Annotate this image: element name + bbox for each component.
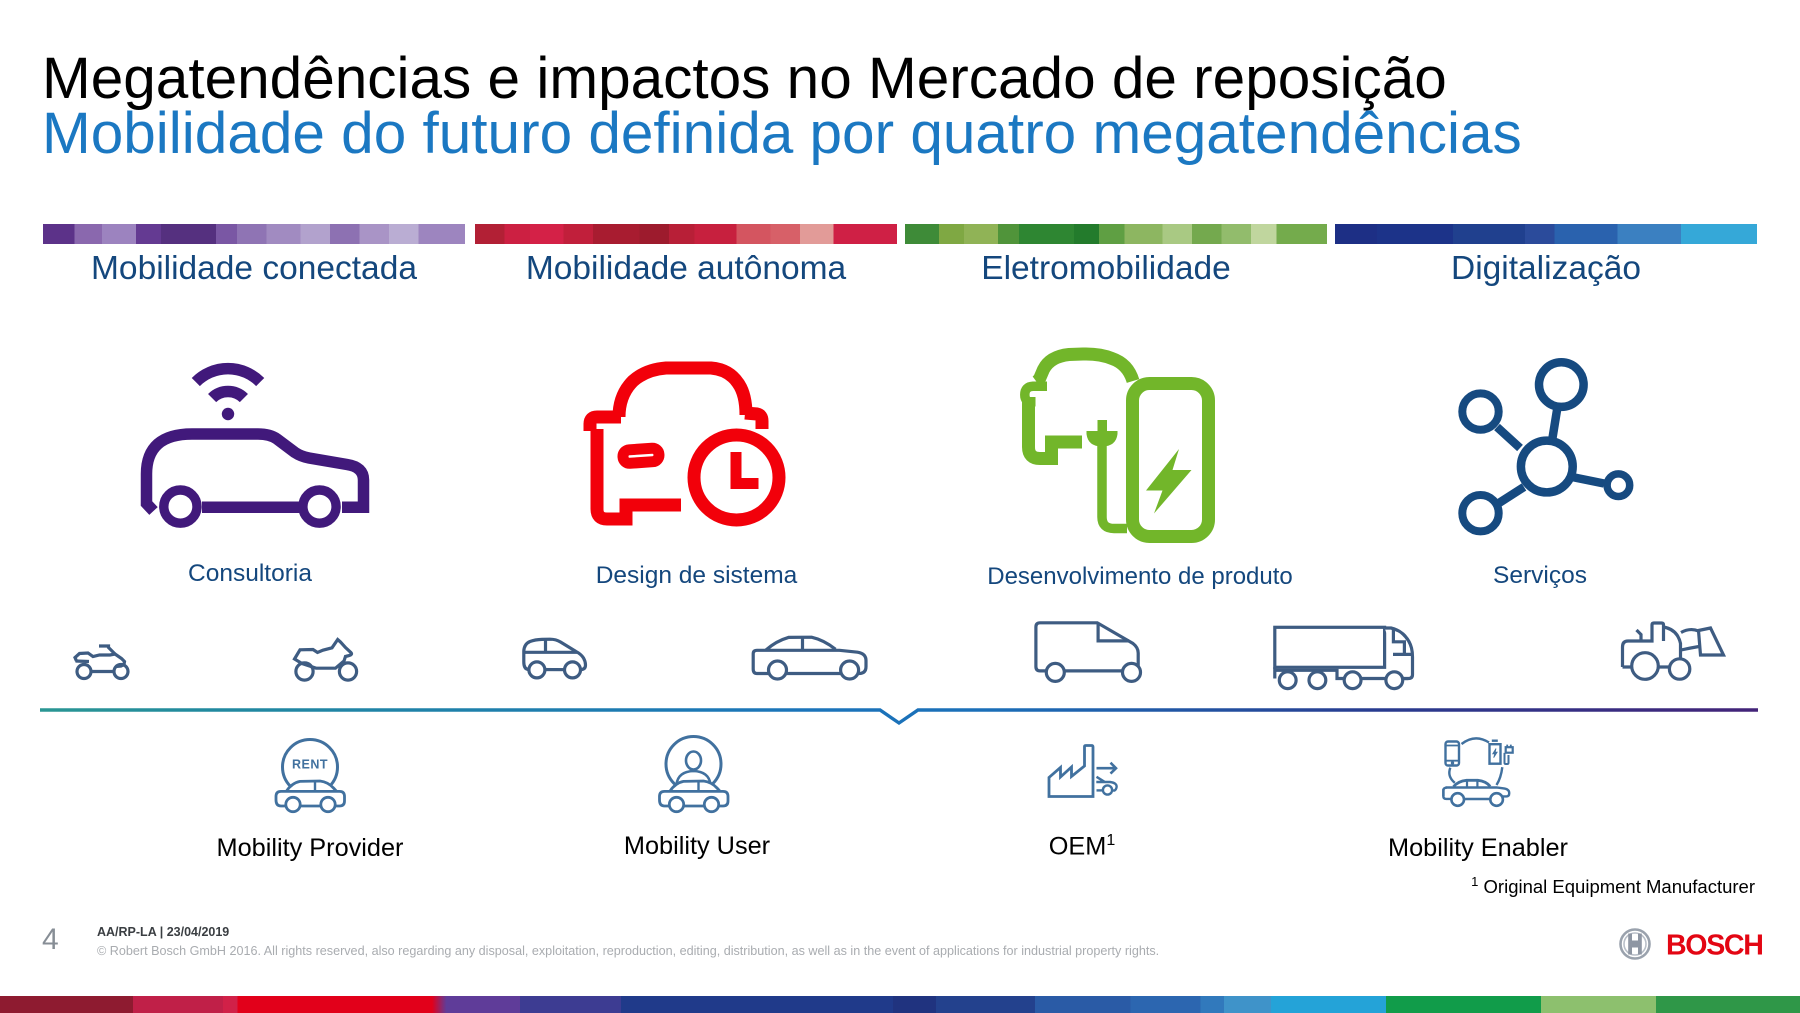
svg-text:RENT: RENT — [292, 758, 328, 772]
svg-text:BOSCH: BOSCH — [1666, 930, 1763, 962]
